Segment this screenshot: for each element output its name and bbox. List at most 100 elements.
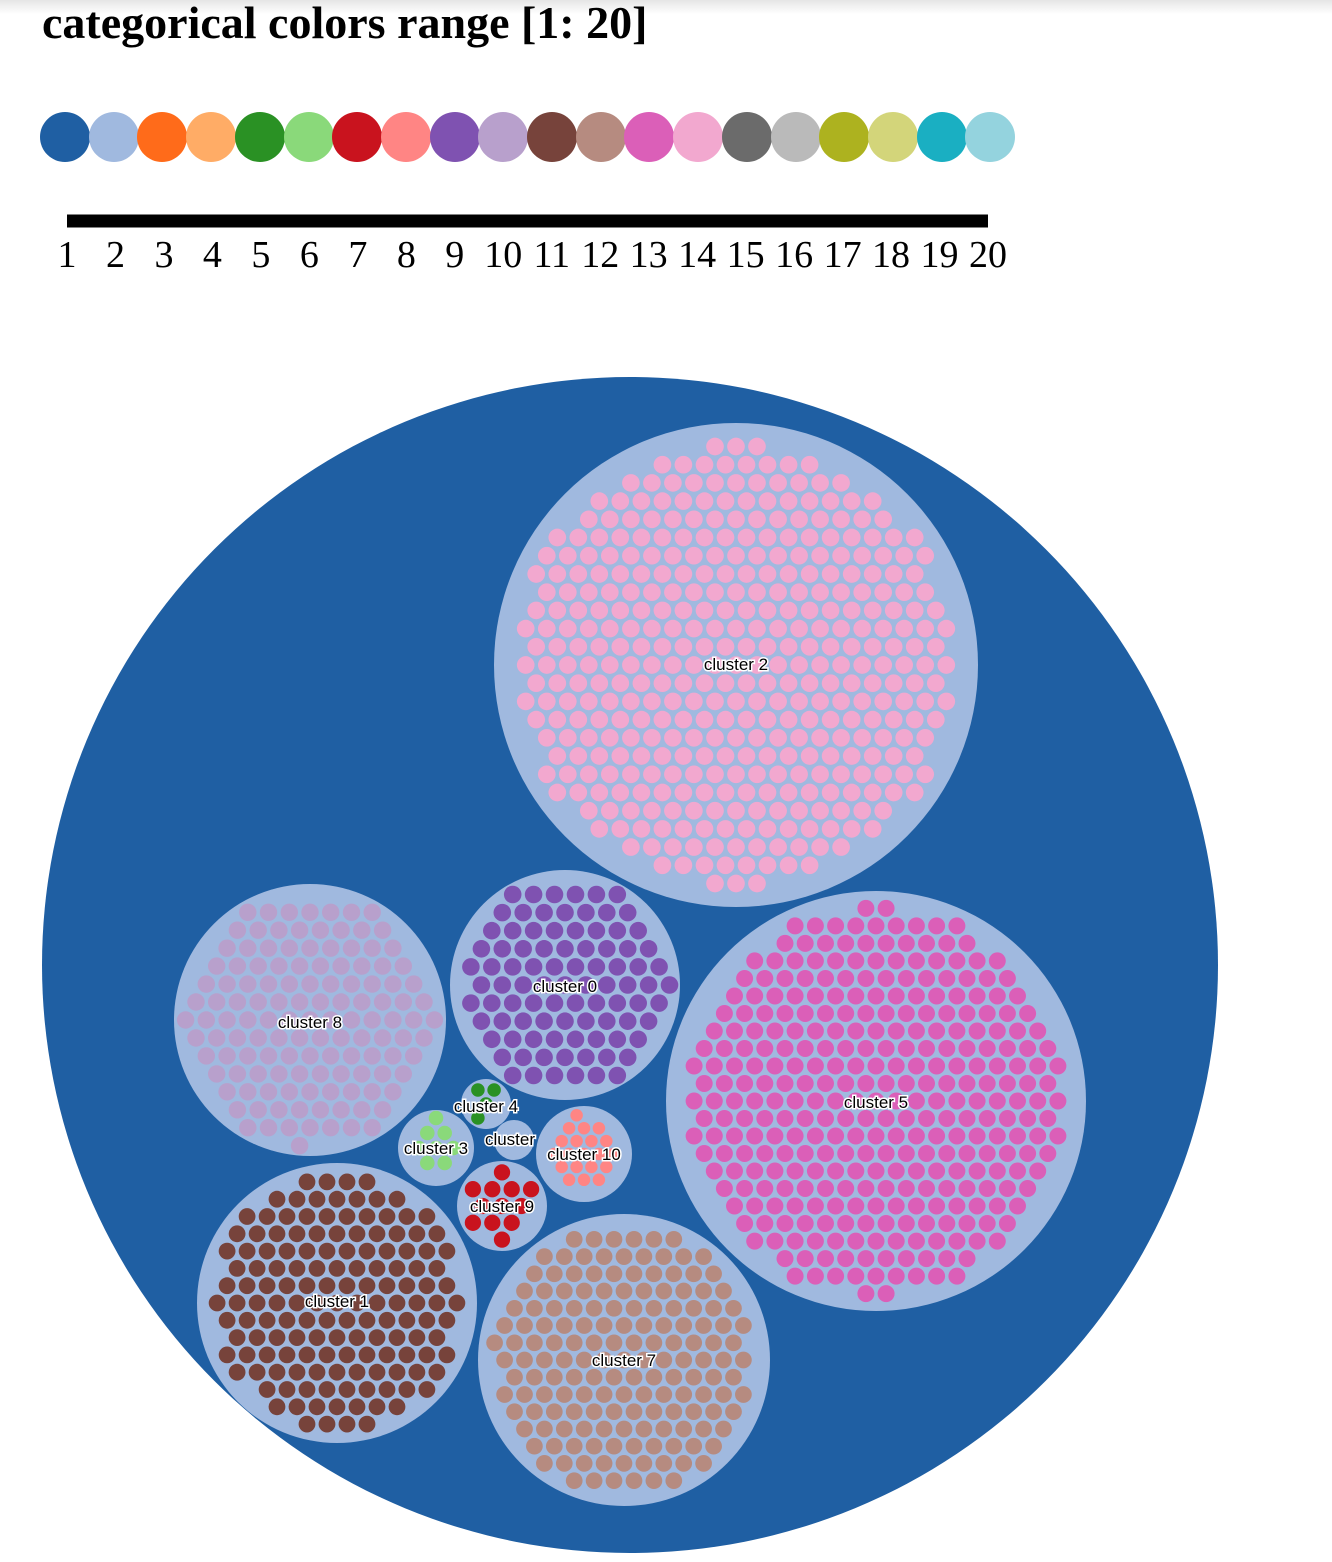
cluster-5-leaf xyxy=(978,970,996,987)
cluster-5-leaf xyxy=(998,1040,1016,1057)
cluster-7-leaf xyxy=(695,1282,712,1300)
cluster-5-leaf xyxy=(726,1162,743,1180)
cluster-1-leaf xyxy=(218,1311,236,1329)
cluster-8-leaf xyxy=(197,975,216,993)
cluster-7-leaf xyxy=(705,1368,722,1386)
cluster-2-leaf xyxy=(874,656,893,674)
cluster-7-leaf xyxy=(655,1282,673,1300)
cluster-1-leaf xyxy=(248,1294,266,1312)
cluster-7-leaf xyxy=(715,1282,732,1300)
cluster-1-leaf xyxy=(278,1311,296,1329)
cluster-0-leaf xyxy=(577,1012,595,1030)
cluster-10-leaf xyxy=(562,1147,576,1161)
cluster-2-leaf xyxy=(716,710,735,729)
cluster-2-leaf xyxy=(884,601,903,620)
cluster-2-leaf xyxy=(622,765,640,784)
cluster-5-leaf xyxy=(685,1092,703,1110)
cluster-5-leaf xyxy=(806,1267,824,1285)
cluster-2-leaf xyxy=(653,455,672,474)
cluster-1-leaf xyxy=(268,1329,286,1346)
cluster-5-leaf xyxy=(867,1162,885,1180)
cluster-5-leaf xyxy=(938,1075,956,1092)
cluster-0-leaf xyxy=(556,976,574,994)
cluster-7-leaf xyxy=(715,1317,732,1334)
cluster-7-leaf xyxy=(665,1230,683,1248)
cluster-5-leaf xyxy=(796,1040,814,1057)
cluster-5-leaf xyxy=(776,970,794,987)
cluster-8-leaf xyxy=(373,993,392,1011)
cluster-9-leaf xyxy=(493,1197,511,1215)
cluster-0-leaf xyxy=(577,903,595,922)
cluster-2-leaf xyxy=(863,492,882,510)
color-swatch-17 xyxy=(819,112,870,162)
cluster-2-leaf xyxy=(653,637,672,656)
cluster-5-leaf xyxy=(958,1040,976,1057)
cluster-2-leaf xyxy=(674,565,693,583)
cluster-1-leaf xyxy=(228,1294,246,1312)
cluster-5-leaf xyxy=(827,1127,845,1145)
cluster-0-leaf xyxy=(556,1048,574,1067)
cluster-1-leaf xyxy=(338,1242,356,1260)
cluster-5-leaf xyxy=(958,1180,976,1197)
cluster-5-leaf xyxy=(847,987,865,1005)
cluster-2-leaf xyxy=(706,838,724,856)
cluster-3-leaf xyxy=(411,1140,426,1156)
label-cluster-10: cluster 10 xyxy=(547,1145,621,1164)
cluster-1-leaf xyxy=(368,1260,386,1277)
cluster-5-leaf xyxy=(948,1127,966,1145)
cluster-2-leaf xyxy=(716,492,735,510)
cluster-1-leaf xyxy=(338,1311,356,1329)
cluster-1-leaf xyxy=(388,1363,406,1381)
cluster-7-leaf xyxy=(585,1472,603,1490)
cluster-0-leaf xyxy=(535,903,553,922)
cluster-7-leaf xyxy=(725,1368,742,1386)
cluster-0-leaf xyxy=(556,1012,574,1030)
cluster-5-leaf xyxy=(786,1127,804,1145)
cluster-2-leaf xyxy=(600,619,619,638)
label-cluster-1: cluster 1 xyxy=(305,1292,369,1311)
cluster-1-leaf xyxy=(328,1294,346,1312)
cluster-2-leaf xyxy=(653,820,672,838)
cluster-4-leaf xyxy=(471,1111,485,1125)
cluster-1-leaf xyxy=(358,1311,376,1329)
cluster-8-leaf xyxy=(384,1083,402,1101)
cluster-7-leaf xyxy=(735,1386,752,1403)
cluster-10-leaf xyxy=(585,1160,598,1174)
cluster-5-leaf xyxy=(746,1057,764,1075)
cluster-2-leaf xyxy=(706,546,724,565)
cluster-5-leaf xyxy=(928,952,946,970)
cluster-1-leaf xyxy=(348,1190,366,1208)
cluster-1-leaf xyxy=(318,1242,336,1260)
cluster-5-leaf xyxy=(786,1162,804,1180)
cluster-8-leaf xyxy=(239,1118,257,1137)
cluster-2-leaf xyxy=(716,455,735,474)
cluster-2-leaf xyxy=(548,565,567,583)
cluster-5-leaf xyxy=(806,1057,824,1075)
cluster-2-leaf xyxy=(874,801,893,820)
cluster-2-leaf xyxy=(632,820,651,838)
cluster-1-leaf xyxy=(388,1294,406,1312)
cluster-2-leaf xyxy=(653,565,672,583)
cluster-5-leaf xyxy=(847,1127,865,1145)
cluster-2-leaf xyxy=(674,710,693,729)
cluster-0-leaf xyxy=(608,994,627,1012)
cluster-5-leaf xyxy=(1019,1075,1037,1092)
cluster-5-leaf xyxy=(897,1005,915,1022)
cluster-5-leaf xyxy=(827,1162,845,1180)
cluster-5-leaf xyxy=(705,1162,723,1180)
cluster-5-leaf xyxy=(796,1215,814,1232)
cluster-8-leaf xyxy=(363,939,381,957)
cluster-2-leaf xyxy=(674,528,693,547)
cluster-1-leaf xyxy=(368,1398,386,1416)
cluster-0-leaf xyxy=(566,885,585,904)
cluster-5-leaf xyxy=(938,1145,956,1162)
cluster-5-leaf xyxy=(958,934,976,952)
cluster-2-leaf xyxy=(600,583,619,602)
cluster-0-leaf xyxy=(587,921,606,940)
cluster-2-leaf xyxy=(895,765,914,784)
cluster-2-leaf xyxy=(779,492,798,510)
cluster-2-leaf xyxy=(716,820,735,838)
cluster-2-leaf xyxy=(884,674,903,693)
cluster-5-leaf xyxy=(948,1232,966,1250)
cluster-5-leaf xyxy=(988,1162,1006,1180)
